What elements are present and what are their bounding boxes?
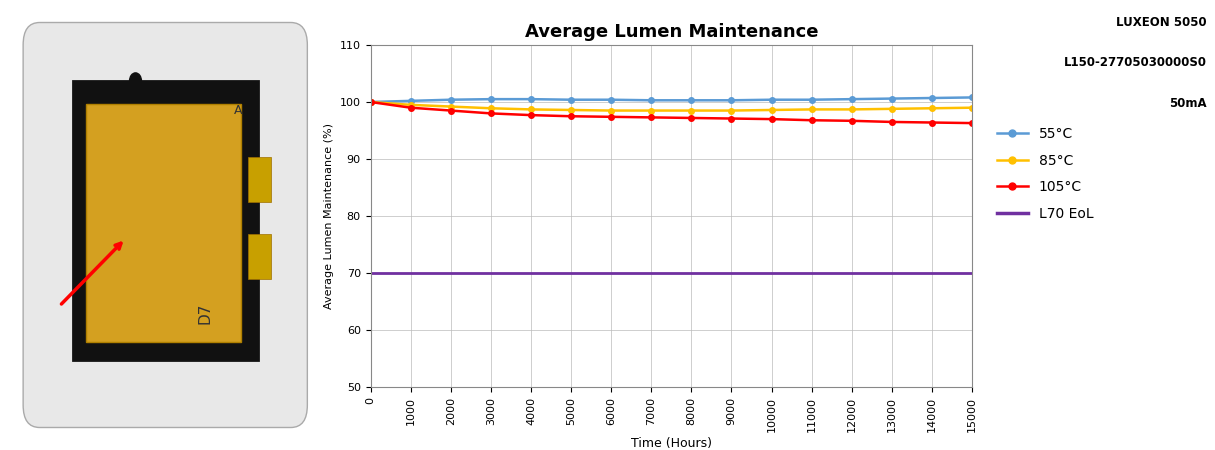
105°C: [644, 115, 659, 120]
85°C: [363, 99, 378, 105]
105°C: [844, 118, 859, 123]
55°C: [644, 98, 659, 103]
105°C: [965, 121, 979, 126]
85°C: [764, 107, 779, 112]
Line: 85°C: 85°C: [368, 99, 974, 113]
85°C: [604, 108, 618, 113]
55°C: [604, 97, 618, 103]
FancyBboxPatch shape: [23, 22, 307, 427]
55°C: [965, 95, 979, 100]
X-axis label: Time (Hours): Time (Hours): [631, 437, 712, 450]
55°C: [724, 98, 739, 103]
55°C: [925, 95, 939, 101]
85°C: [724, 108, 739, 113]
Y-axis label: Average Lumen Maintenance (%): Average Lumen Maintenance (%): [324, 123, 334, 309]
105°C: [524, 112, 538, 118]
Text: L150-27705030000S0: L150-27705030000S0: [1063, 56, 1206, 69]
Circle shape: [130, 73, 141, 89]
85°C: [564, 107, 578, 112]
105°C: [564, 113, 578, 119]
85°C: [443, 104, 458, 109]
Bar: [86, 104, 242, 342]
105°C: [604, 114, 618, 120]
Line: 105°C: 105°C: [368, 99, 974, 126]
55°C: [885, 96, 899, 101]
105°C: [885, 119, 899, 125]
85°C: [524, 107, 538, 112]
85°C: [484, 106, 498, 111]
Text: A: A: [233, 104, 242, 117]
55°C: [844, 96, 859, 102]
Bar: [248, 234, 271, 279]
55°C: [403, 98, 418, 104]
Text: D7: D7: [197, 302, 213, 324]
85°C: [965, 105, 979, 110]
55°C: [363, 99, 378, 105]
Bar: [248, 158, 271, 202]
105°C: [684, 115, 699, 121]
55°C: [524, 96, 538, 102]
105°C: [443, 108, 458, 113]
85°C: [844, 107, 859, 112]
55°C: [484, 96, 498, 102]
85°C: [684, 108, 699, 113]
85°C: [644, 108, 659, 113]
105°C: [804, 117, 819, 123]
55°C: [564, 97, 578, 103]
105°C: [403, 105, 418, 110]
Text: 50mA: 50mA: [1169, 97, 1206, 110]
105°C: [484, 111, 498, 116]
85°C: [925, 106, 939, 111]
55°C: [684, 98, 699, 103]
Text: LUXEON 5050: LUXEON 5050: [1115, 16, 1206, 29]
105°C: [764, 117, 779, 122]
105°C: [724, 116, 739, 121]
Bar: [73, 81, 258, 360]
55°C: [764, 97, 779, 103]
105°C: [363, 99, 378, 105]
105°C: [925, 120, 939, 125]
85°C: [403, 102, 418, 108]
Line: 55°C: 55°C: [368, 94, 974, 105]
Legend: 55°C, 85°C, 105°C, L70 EoL: 55°C, 85°C, 105°C, L70 EoL: [998, 127, 1094, 220]
55°C: [443, 97, 458, 103]
85°C: [804, 107, 819, 112]
55°C: [804, 97, 819, 103]
Title: Average Lumen Maintenance: Average Lumen Maintenance: [525, 22, 818, 40]
85°C: [885, 106, 899, 112]
